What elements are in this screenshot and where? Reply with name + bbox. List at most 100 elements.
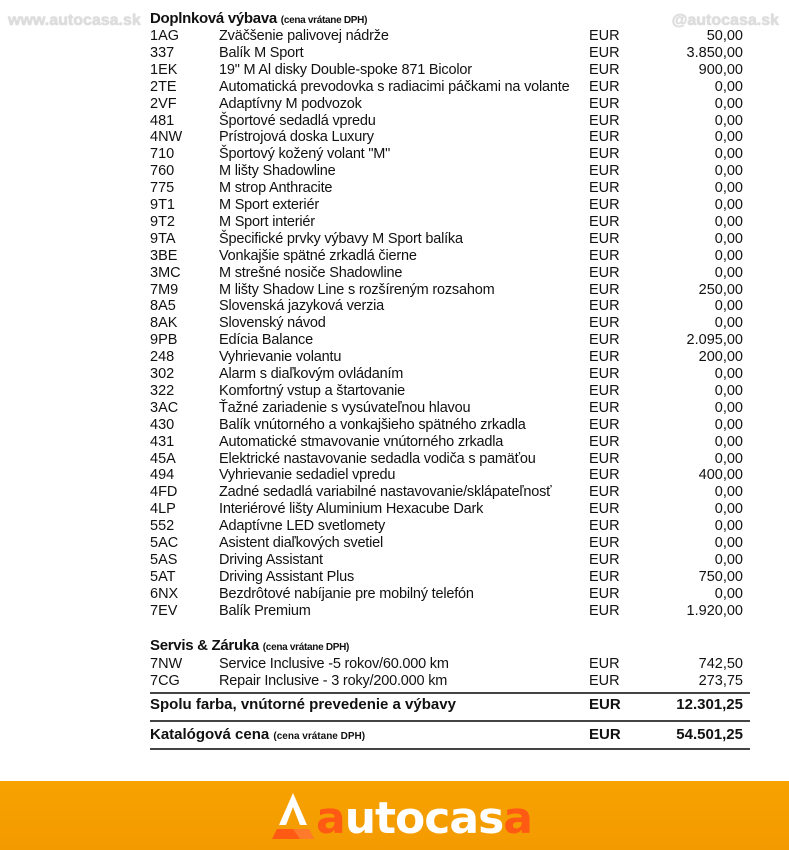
item-price: 0,00 xyxy=(714,78,743,95)
item-price: 0,00 xyxy=(714,264,743,281)
item-row: 9T2 M Sport interiér EUR 0,00 xyxy=(150,214,743,231)
item-currency: EUR xyxy=(589,518,620,535)
item-currency: EUR xyxy=(589,129,620,146)
logo-text: utocas xyxy=(344,793,505,844)
watermark-right: @autocasa.sk xyxy=(671,12,779,29)
item-description: Vonkajšie spätné zrkadlá čierne xyxy=(219,247,417,264)
item-row: 9TA Špecifické prvky výbavy M Sport balík… xyxy=(150,231,743,248)
item-description: Driving Assistant Plus xyxy=(219,568,355,585)
item-description: Športový kožený volant "M" xyxy=(219,146,391,163)
item-price: 0,00 xyxy=(714,382,743,399)
options-title: Doplnková výbava xyxy=(150,10,277,27)
item-row: 3MC M strešné nosiče Shadowline EUR 0,00 xyxy=(150,265,743,282)
item-row: 302 Alarm s diaľkovým ovládaním EUR 0,00 xyxy=(150,366,743,383)
service-section-title: Servis & Záruka (cena vrátane DPH) xyxy=(150,637,349,654)
item-price: 0,00 xyxy=(714,298,743,315)
item-currency: EUR xyxy=(589,568,620,585)
item-code: 337 xyxy=(150,44,175,61)
item-code: 322 xyxy=(150,382,175,399)
logo-letter: a xyxy=(316,793,346,844)
item-currency: EUR xyxy=(589,112,620,129)
item-row: 552 Adaptívne LED svetlomety EUR 0,00 xyxy=(150,518,743,535)
catalog-label: Katalógová cena xyxy=(150,726,270,743)
item-price: 0,00 xyxy=(714,551,743,568)
item-row: 337 Balík M Sport EUR 3.850,00 xyxy=(150,45,743,62)
item-description: Bezdrôtové nabíjanie pre mobilný telefón xyxy=(219,585,474,602)
item-code: 2VF xyxy=(150,95,177,112)
item-code: 248 xyxy=(150,349,175,366)
item-price: 400,00 xyxy=(698,467,743,484)
item-code: 775 xyxy=(150,180,175,197)
item-description: Elektrické nastavovanie sedadla vodiča s… xyxy=(219,450,536,467)
item-currency: EUR xyxy=(589,332,620,349)
item-code: 45A xyxy=(150,450,176,467)
item-description: M Sport exteriér xyxy=(219,197,319,213)
item-row: 7M9 M lišty Shadow Line s rozšíreným rozs… xyxy=(150,282,743,299)
catalog-currency: EUR xyxy=(589,726,621,743)
item-price: 742,50 xyxy=(698,656,743,672)
options-note: (cena vrátane DPH) xyxy=(280,15,368,26)
item-price: 0,00 xyxy=(714,416,743,433)
item-row: 7CG Repair Inclusive - 3 roky/200.000 km E… xyxy=(150,673,743,690)
item-description: Alarm s diaľkovým ovládaním xyxy=(219,366,404,382)
item-row: 3AC Ťažné zariadenie s vysúvateľnou hlavo… xyxy=(150,400,743,417)
item-currency: EUR xyxy=(589,433,620,450)
item-price: 0,00 xyxy=(714,501,743,518)
catalog-row: Katalógová cena (cena vrátane DPH) EUR 5… xyxy=(150,725,750,745)
item-currency: EUR xyxy=(589,349,620,366)
item-currency: EUR xyxy=(589,281,620,298)
item-currency: EUR xyxy=(589,78,620,95)
item-code: 7NW xyxy=(150,656,183,672)
service-title: Servis & Záruka xyxy=(150,637,259,654)
item-currency: EUR xyxy=(589,501,620,518)
item-row: 760 M lišty Shadowline EUR 0,00 xyxy=(150,163,743,180)
item-price: 0,00 xyxy=(714,535,743,551)
item-currency: EUR xyxy=(589,315,620,332)
item-description: Prístrojová doska Luxury xyxy=(219,129,374,146)
item-row: 430 Balík vnútorného a vonkajšieho spätné… xyxy=(150,417,743,434)
item-currency: EUR xyxy=(589,673,620,689)
item-code: 5AS xyxy=(150,551,178,568)
item-row: 8A5 Slovenská jazyková verzia EUR 0,00 xyxy=(150,298,743,315)
item-price: 273,75 xyxy=(698,673,743,689)
item-description: Edícia Balance xyxy=(219,332,313,349)
options-section-title: Doplnková výbava (cena vrátane DPH) xyxy=(150,10,367,27)
item-currency: EUR xyxy=(589,535,620,551)
item-row: 322 Komfortný vstup a štartovanie EUR 0,00 xyxy=(150,383,743,400)
item-code: 4NW xyxy=(150,129,183,146)
item-code: 552 xyxy=(150,518,175,535)
item-row: 4NW Prístrojová doska Luxury EUR 0,00 xyxy=(150,129,743,146)
divider xyxy=(150,748,750,750)
item-description: Interiérové lišty Aluminium Hexacube Dar… xyxy=(219,501,484,518)
item-price: 2.095,00 xyxy=(686,332,743,349)
item-row: 6NX Bezdrôtové nabíjanie pre mobilný tele… xyxy=(150,586,743,603)
item-code: 9TA xyxy=(150,230,176,247)
item-description: Balík M Sport xyxy=(219,44,304,61)
catalog-value: 54.501,25 xyxy=(676,726,743,743)
item-description: Automatické stmavovanie vnútorného zrkad… xyxy=(219,433,504,450)
item-currency: EUR xyxy=(589,230,620,247)
item-price: 50,00 xyxy=(706,28,743,44)
item-row: 431 Automatické stmavovanie vnútorného zr… xyxy=(150,434,743,451)
item-description: Zadné sedadlá variabilné nastavovanie/sk… xyxy=(219,484,552,501)
item-code: 760 xyxy=(150,163,175,180)
item-currency: EUR xyxy=(589,467,620,484)
item-price: 0,00 xyxy=(714,112,743,129)
item-price: 0,00 xyxy=(714,95,743,112)
item-price: 250,00 xyxy=(698,281,743,298)
item-price: 0,00 xyxy=(714,399,743,416)
item-currency: EUR xyxy=(589,416,620,433)
item-currency: EUR xyxy=(589,61,620,78)
item-row: 248 Vyhrievanie volantu EUR 200,00 xyxy=(150,349,743,366)
footer-banner: autocasa xyxy=(0,781,789,850)
item-code: 2TE xyxy=(150,78,177,95)
item-price: 0,00 xyxy=(714,163,743,180)
item-price: 0,00 xyxy=(714,180,743,197)
item-description: Repair Inclusive - 3 roky/200.000 km xyxy=(219,673,448,689)
divider xyxy=(150,720,750,722)
item-currency: EUR xyxy=(589,585,620,602)
item-currency: EUR xyxy=(589,44,620,61)
subtotal-label: Spolu farba, vnútorné prevedenie a výbav… xyxy=(150,696,456,713)
item-currency: EUR xyxy=(589,551,620,568)
item-code: 8AK xyxy=(150,315,178,332)
